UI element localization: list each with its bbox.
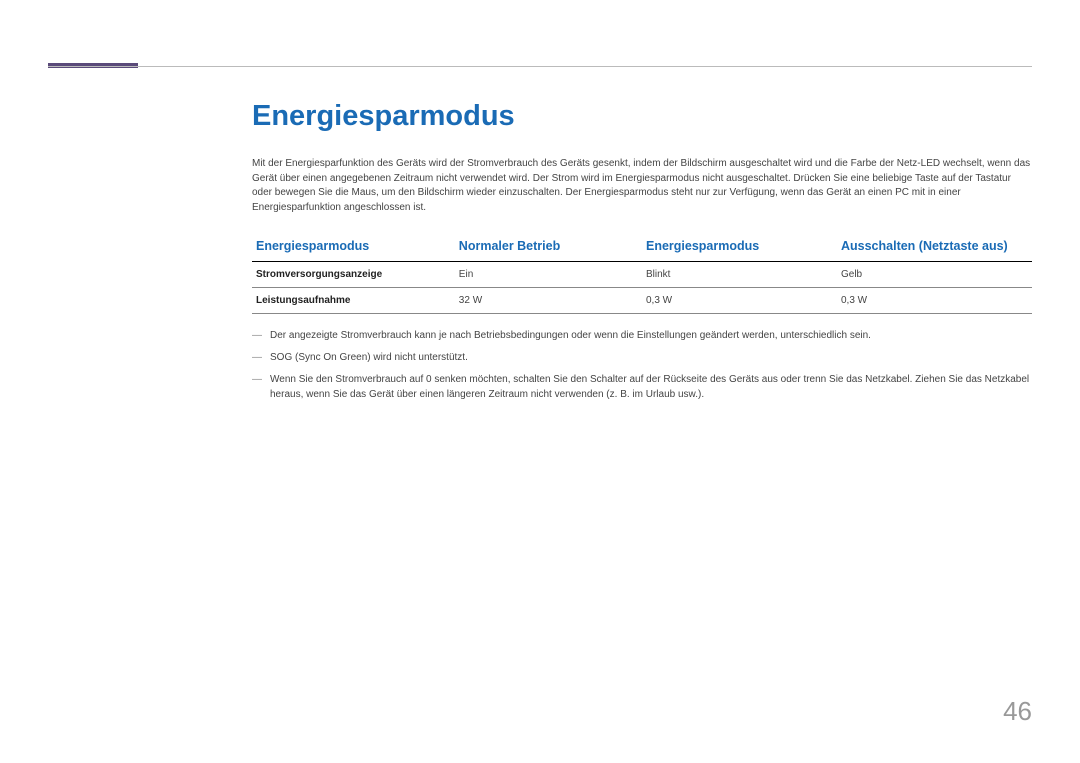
table-row: Stromversorgungsanzeige Ein Blinkt Gelb xyxy=(252,262,1032,288)
row-label: Leistungsaufnahme xyxy=(252,288,455,314)
intro-paragraph: Mit der Energiesparfunktion des Geräts w… xyxy=(252,157,1032,215)
cell: 32 W xyxy=(455,288,642,314)
cell: Gelb xyxy=(837,262,1032,288)
content-area: Energiesparmodus Mit der Energiesparfunk… xyxy=(252,100,1032,409)
header-0: Energiesparmodus xyxy=(252,233,455,262)
row-label: Stromversorgungsanzeige xyxy=(252,262,455,288)
footnote: SOG (Sync On Green) wird nicht unterstüt… xyxy=(252,350,1032,365)
footnote: Der angezeigte Stromverbrauch kann je na… xyxy=(252,328,1032,343)
page-number: 46 xyxy=(1003,696,1032,727)
table-row: Leistungsaufnahme 32 W 0,3 W 0,3 W xyxy=(252,288,1032,314)
top-rule xyxy=(48,66,1032,67)
page-title: Energiesparmodus xyxy=(252,100,1032,133)
footnote: Wenn Sie den Stromverbrauch auf 0 senken… xyxy=(252,372,1032,402)
cell: Blinkt xyxy=(642,262,837,288)
cell: Ein xyxy=(455,262,642,288)
cell: 0,3 W xyxy=(642,288,837,314)
header-1: Normaler Betrieb xyxy=(455,233,642,262)
header-2: Energiesparmodus xyxy=(642,233,837,262)
cell: 0,3 W xyxy=(837,288,1032,314)
spec-table: Energiesparmodus Normaler Betrieb Energi… xyxy=(252,233,1032,314)
header-row: Energiesparmodus Normaler Betrieb Energi… xyxy=(252,233,1032,262)
header-3: Ausschalten (Netztaste aus) xyxy=(837,233,1032,262)
